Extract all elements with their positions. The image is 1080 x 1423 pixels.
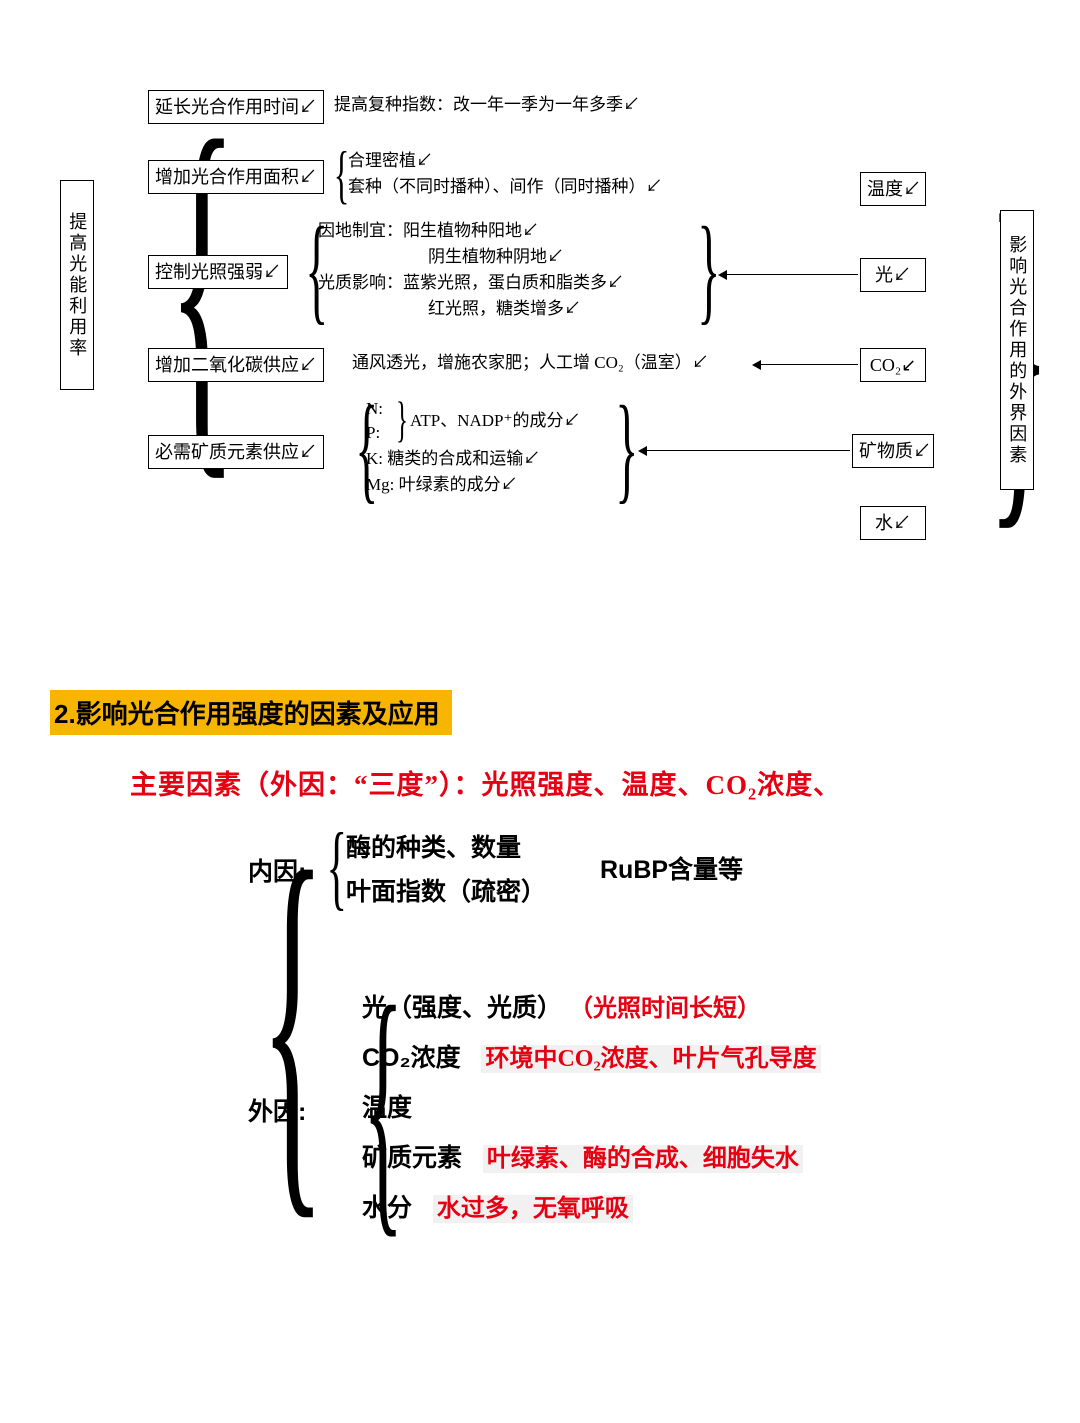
waiyin-1a: 光（强度、光质）	[362, 994, 562, 1022]
label-waiyin: 外因:	[248, 1092, 306, 1128]
neiyin-1: 酶的种类、数量	[346, 828, 521, 864]
section-2-tree: { 内因: { 酶的种类、数量 叶面指数（疏密） RuBP含量等 外因: { 光…	[130, 820, 1070, 1240]
left-root-label: 提高光能利用率	[67, 212, 87, 359]
row1-text: 提高复种指数：改一年一季为一年多季↙	[334, 94, 640, 117]
rbox-temp: 温度↙	[860, 172, 926, 206]
row3-b: 阴生植物种阴地↙	[428, 246, 564, 269]
row2-b: 套种（不同时播种）、间作（同时播种）↙	[348, 176, 663, 199]
rbox-light: 光↙	[860, 258, 926, 292]
neiyin-2: 叶面指数（疏密）	[346, 872, 546, 908]
waiyin-1: 光（强度、光质） （光照时间长短）	[362, 988, 761, 1024]
waiyin-2: CO₂浓度 环境中CO₂浓度、叶片气孔导度	[362, 1038, 821, 1074]
top-concept-map: 提高光能利用率 { 延长光合作用时间↙ 提高复种指数：改一年一季为一年多季↙ 增…	[40, 70, 1060, 550]
row5-k: K: 糖类的合成和运输↙	[366, 448, 540, 471]
rbox-water: 水↙	[860, 506, 926, 540]
left-root-box: 提高光能利用率	[60, 180, 94, 390]
right-root-box: 影响光合作用的外界因素	[1000, 210, 1034, 490]
row3-c: 光质影响：蓝紫光照，蛋白质和脂类多↙	[318, 272, 624, 295]
waiyin-1b: （光照时间长短）	[569, 996, 761, 1022]
row5-n: N:	[366, 398, 383, 421]
row1-box: 延长光合作用时间↙	[148, 90, 324, 124]
waiyin-5: 水分 水过多，无氧呼吸	[362, 1188, 633, 1224]
row5-box: 必需矿质元素供应↙	[148, 435, 324, 469]
waiyin-5b: 水过多，无氧呼吸	[433, 1195, 633, 1223]
row4-text: 通风透光，增施农家肥；人工增 CO₂（温室）↙	[352, 352, 709, 375]
row5-ab: ATP、NADP⁺的成分↙	[410, 410, 581, 433]
waiyin-5a: 水分	[362, 1194, 412, 1222]
row3-box: 控制光照强弱↙	[148, 255, 288, 289]
waiyin-4a: 矿质元素	[362, 1144, 462, 1172]
waiyin-3: 温度	[362, 1088, 412, 1124]
rbox-co2: CO₂↙	[860, 348, 926, 382]
right-root-label: 影响光合作用的外界因素	[1007, 235, 1027, 466]
row5-p: P:	[366, 422, 380, 445]
label-neiyin: 内因:	[248, 852, 306, 888]
rbox-mineral: 矿物质↙	[852, 434, 934, 468]
row4-box: 增加二氧化碳供应↙	[148, 348, 324, 382]
waiyin-2b: 环境中CO₂浓度、叶片气孔导度	[481, 1045, 820, 1073]
waiyin-4b: 叶绿素、酶的合成、细胞失水	[483, 1145, 803, 1173]
row3-a: 因地制宜：阳生植物种阳地↙	[318, 220, 539, 243]
waiyin-4: 矿质元素 叶绿素、酶的合成、细胞失水	[362, 1138, 803, 1174]
row3-d: 红光照，糖类增多↙	[428, 298, 581, 321]
arrow-light	[726, 274, 858, 275]
waiyin-2a: CO₂浓度	[362, 1044, 461, 1072]
section-2-title: 2.影响光合作用强度的因素及应用	[50, 690, 452, 735]
section-2: 2.影响光合作用强度的因素及应用 主要因素（外因：“三度”）：光照强度、温度、C…	[30, 690, 1050, 1240]
row5-mg: Mg: 叶绿素的成分↙	[366, 474, 518, 497]
row2-box: 增加光合作用面积↙	[148, 160, 324, 194]
arrow-co2	[760, 364, 858, 365]
arrow-mineral	[646, 450, 850, 451]
row2-a: 合理密植↙	[348, 150, 433, 173]
neiyin-suffix: RuBP含量等	[600, 850, 743, 886]
